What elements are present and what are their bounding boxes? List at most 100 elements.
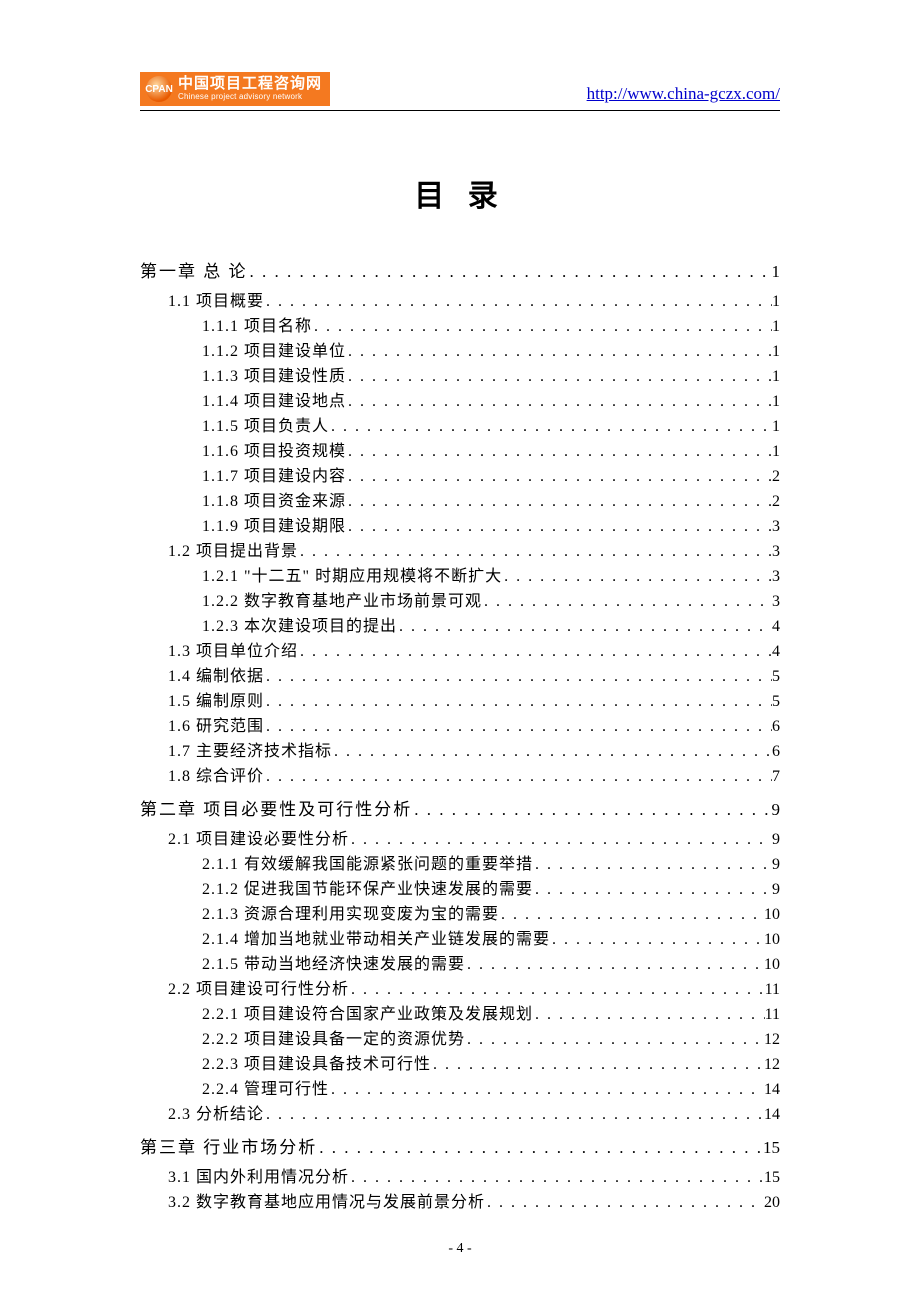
toc-leader-dots: . . . . . . . . . . . . . . . . . . . . … [533, 1007, 765, 1023]
header-url-link[interactable]: http://www.china-gczx.com/ [587, 84, 780, 106]
toc-label: 2.1.5 带动当地经济快速发展的需要 [202, 957, 465, 973]
toc-entry[interactable]: 1.3 项目单位介绍. . . . . . . . . . . . . . . … [168, 644, 780, 660]
toc-entry[interactable]: 1.4 编制依据. . . . . . . . . . . . . . . . … [168, 669, 780, 685]
toc-leader-dots: . . . . . . . . . . . . . . . . . . . . … [317, 1139, 763, 1156]
toc-page-number: 6 [772, 744, 780, 760]
toc-page-number: 4 [772, 619, 780, 635]
toc-label: 1.1.6 项目投资规模 [202, 444, 346, 460]
site-logo: CPAN 中国项目工程咨询网 Chinese project advisory … [140, 72, 330, 106]
toc-entry[interactable]: 1.1.4 项目建设地点. . . . . . . . . . . . . . … [202, 394, 780, 410]
toc-label: 2.1.2 促进我国节能环保产业快速发展的需要 [202, 882, 533, 898]
toc-leader-dots: . . . . . . . . . . . . . . . . . . . . … [465, 957, 764, 973]
toc-page-number: 15 [763, 1139, 780, 1156]
toc-entry[interactable]: 1.1.7 项目建设内容. . . . . . . . . . . . . . … [202, 469, 780, 485]
page-number-footer: - 4 - [140, 1241, 780, 1257]
toc-page-number: 9 [772, 882, 780, 898]
toc-entry[interactable]: 1.1.6 项目投资规模. . . . . . . . . . . . . . … [202, 444, 780, 460]
toc-page-number: 14 [764, 1107, 780, 1123]
toc-entry[interactable]: 2.1 项目建设必要性分析. . . . . . . . . . . . . .… [168, 832, 780, 848]
toc-page-number: 10 [764, 957, 780, 973]
toc-entry[interactable]: 1.1.1 项目名称. . . . . . . . . . . . . . . … [202, 319, 780, 335]
toc-label: 1.1.1 项目名称 [202, 319, 312, 335]
toc-entry[interactable]: 1.2.2 数字教育基地产业市场前景可观. . . . . . . . . . … [202, 594, 780, 610]
toc-label: 1.2 项目提出背景 [168, 544, 298, 560]
toc-page-number: 1 [772, 263, 781, 280]
toc-label: 1.1.5 项目负责人 [202, 419, 329, 435]
toc-entry[interactable]: 2.1.2 促进我国节能环保产业快速发展的需要. . . . . . . . .… [202, 882, 780, 898]
table-of-contents: 第一章 总 论. . . . . . . . . . . . . . . . .… [140, 263, 780, 1211]
toc-entry[interactable]: 1.1.8 项目资金来源. . . . . . . . . . . . . . … [202, 494, 780, 510]
toc-page-number: 1 [772, 294, 780, 310]
toc-label: 1.1.9 项目建设期限 [202, 519, 346, 535]
toc-leader-dots: . . . . . . . . . . . . . . . . . . . . … [502, 569, 772, 585]
toc-label: 1.1.7 项目建设内容 [202, 469, 346, 485]
toc-entry[interactable]: 1.1.3 项目建设性质. . . . . . . . . . . . . . … [202, 369, 780, 385]
toc-label: 1.4 编制依据 [168, 669, 264, 685]
toc-page-number: 4 [772, 644, 780, 660]
toc-entry[interactable]: 1.8 综合评价. . . . . . . . . . . . . . . . … [168, 769, 780, 785]
toc-entry[interactable]: 2.2.4 管理可行性. . . . . . . . . . . . . . .… [202, 1082, 780, 1098]
toc-entry[interactable]: 2.2.3 项目建设具备技术可行性. . . . . . . . . . . .… [202, 1057, 780, 1073]
toc-leader-dots: . . . . . . . . . . . . . . . . . . . . … [533, 882, 772, 898]
toc-label: 第三章 行业市场分析 [140, 1139, 317, 1156]
toc-entry[interactable]: 第一章 总 论. . . . . . . . . . . . . . . . .… [140, 263, 780, 280]
toc-entry[interactable]: 第二章 项目必要性及可行性分析. . . . . . . . . . . . .… [140, 801, 780, 818]
toc-leader-dots: . . . . . . . . . . . . . . . . . . . . … [349, 832, 772, 848]
logo-badge-icon: CPAN [146, 76, 172, 102]
toc-entry[interactable]: 2.3 分析结论. . . . . . . . . . . . . . . . … [168, 1107, 780, 1123]
toc-leader-dots: . . . . . . . . . . . . . . . . . . . . … [264, 669, 772, 685]
toc-entry[interactable]: 2.2.2 项目建设具备一定的资源优势. . . . . . . . . . .… [202, 1032, 780, 1048]
toc-leader-dots: . . . . . . . . . . . . . . . . . . . . … [465, 1032, 764, 1048]
toc-label: 2.3 分析结论 [168, 1107, 264, 1123]
toc-label: 第二章 项目必要性及可行性分析 [140, 801, 412, 818]
toc-entry[interactable]: 1.1.9 项目建设期限. . . . . . . . . . . . . . … [202, 519, 780, 535]
toc-leader-dots: . . . . . . . . . . . . . . . . . . . . … [346, 394, 772, 410]
toc-label: 2.1.4 增加当地就业带动相关产业链发展的需要 [202, 932, 550, 948]
toc-page-number: 12 [764, 1032, 780, 1048]
toc-entry[interactable]: 2.1.5 带动当地经济快速发展的需要. . . . . . . . . . .… [202, 957, 780, 973]
toc-page-number: 3 [772, 569, 780, 585]
toc-leader-dots: . . . . . . . . . . . . . . . . . . . . … [329, 1082, 764, 1098]
toc-label: 3.1 国内外利用情况分析 [168, 1170, 349, 1186]
toc-leader-dots: . . . . . . . . . . . . . . . . . . . . … [550, 932, 764, 948]
toc-leader-dots: . . . . . . . . . . . . . . . . . . . . … [349, 1170, 764, 1186]
toc-label: 1.6 研究范围 [168, 719, 264, 735]
toc-entry[interactable]: 2.1.3 资源合理利用实现变废为宝的需要. . . . . . . . . .… [202, 907, 780, 923]
toc-page-number: 9 [772, 857, 780, 873]
toc-leader-dots: . . . . . . . . . . . . . . . . . . . . … [499, 907, 764, 923]
toc-entry[interactable]: 1.1.2 项目建设单位. . . . . . . . . . . . . . … [202, 344, 780, 360]
toc-entry[interactable]: 3.1 国内外利用情况分析. . . . . . . . . . . . . .… [168, 1170, 780, 1186]
toc-leader-dots: . . . . . . . . . . . . . . . . . . . . … [332, 744, 772, 760]
toc-entry[interactable]: 1.5 编制原则. . . . . . . . . . . . . . . . … [168, 694, 780, 710]
logo-text-cn: 中国项目工程咨询网 [178, 76, 322, 93]
toc-entry[interactable]: 1.6 研究范围. . . . . . . . . . . . . . . . … [168, 719, 780, 735]
toc-entry[interactable]: 2.1.1 有效缓解我国能源紧张问题的重要举措. . . . . . . . .… [202, 857, 780, 873]
toc-entry[interactable]: 1.7 主要经济技术指标. . . . . . . . . . . . . . … [168, 744, 780, 760]
toc-page-number: 6 [772, 719, 780, 735]
toc-page-number: 1 [772, 419, 780, 435]
logo-text-en: Chinese project advisory network [178, 93, 322, 102]
toc-entry[interactable]: 1.1 项目概要. . . . . . . . . . . . . . . . … [168, 294, 780, 310]
toc-label: 2.1.1 有效缓解我国能源紧张问题的重要举措 [202, 857, 533, 873]
toc-page-number: 3 [772, 544, 780, 560]
toc-page-number: 9 [772, 832, 780, 848]
toc-entry[interactable]: 2.2.1 项目建设符合国家产业政策及发展规划. . . . . . . . .… [202, 1007, 780, 1023]
toc-entry[interactable]: 2.2 项目建设可行性分析. . . . . . . . . . . . . .… [168, 982, 780, 998]
toc-label: 2.1.3 资源合理利用实现变废为宝的需要 [202, 907, 499, 923]
toc-entry[interactable]: 1.2.1 "十二五" 时期应用规模将不断扩大. . . . . . . . .… [202, 569, 780, 585]
toc-label: 2.2.2 项目建设具备一定的资源优势 [202, 1032, 465, 1048]
toc-entry[interactable]: 3.2 数字教育基地应用情况与发展前景分析. . . . . . . . . .… [168, 1195, 780, 1211]
toc-leader-dots: . . . . . . . . . . . . . . . . . . . . … [349, 982, 765, 998]
toc-label: 3.2 数字教育基地应用情况与发展前景分析 [168, 1195, 485, 1211]
toc-label: 1.1.3 项目建设性质 [202, 369, 346, 385]
toc-label: 2.2.4 管理可行性 [202, 1082, 329, 1098]
toc-entry[interactable]: 1.2.3 本次建设项目的提出. . . . . . . . . . . . .… [202, 619, 780, 635]
toc-leader-dots: . . . . . . . . . . . . . . . . . . . . … [312, 319, 772, 335]
toc-entry[interactable]: 2.1.4 增加当地就业带动相关产业链发展的需要. . . . . . . . … [202, 932, 780, 948]
toc-entry[interactable]: 1.2 项目提出背景. . . . . . . . . . . . . . . … [168, 544, 780, 560]
toc-label: 2.1 项目建设必要性分析 [168, 832, 349, 848]
toc-entry[interactable]: 第三章 行业市场分析. . . . . . . . . . . . . . . … [140, 1139, 780, 1156]
toc-leader-dots: . . . . . . . . . . . . . . . . . . . . … [329, 419, 772, 435]
toc-entry[interactable]: 1.1.5 项目负责人. . . . . . . . . . . . . . .… [202, 419, 780, 435]
toc-leader-dots: . . . . . . . . . . . . . . . . . . . . … [482, 594, 772, 610]
